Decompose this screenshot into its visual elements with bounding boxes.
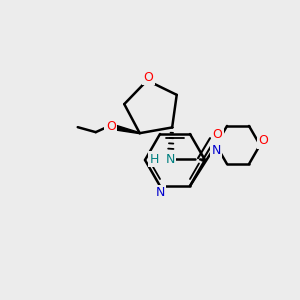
Text: N: N [211,143,221,157]
Text: N: N [166,153,175,166]
Polygon shape [113,125,140,134]
Text: H: H [150,153,159,166]
Text: O: O [212,128,222,141]
Text: O: O [106,120,116,133]
Text: N: N [155,187,165,200]
Text: O: O [258,134,268,148]
Text: O: O [143,71,153,84]
